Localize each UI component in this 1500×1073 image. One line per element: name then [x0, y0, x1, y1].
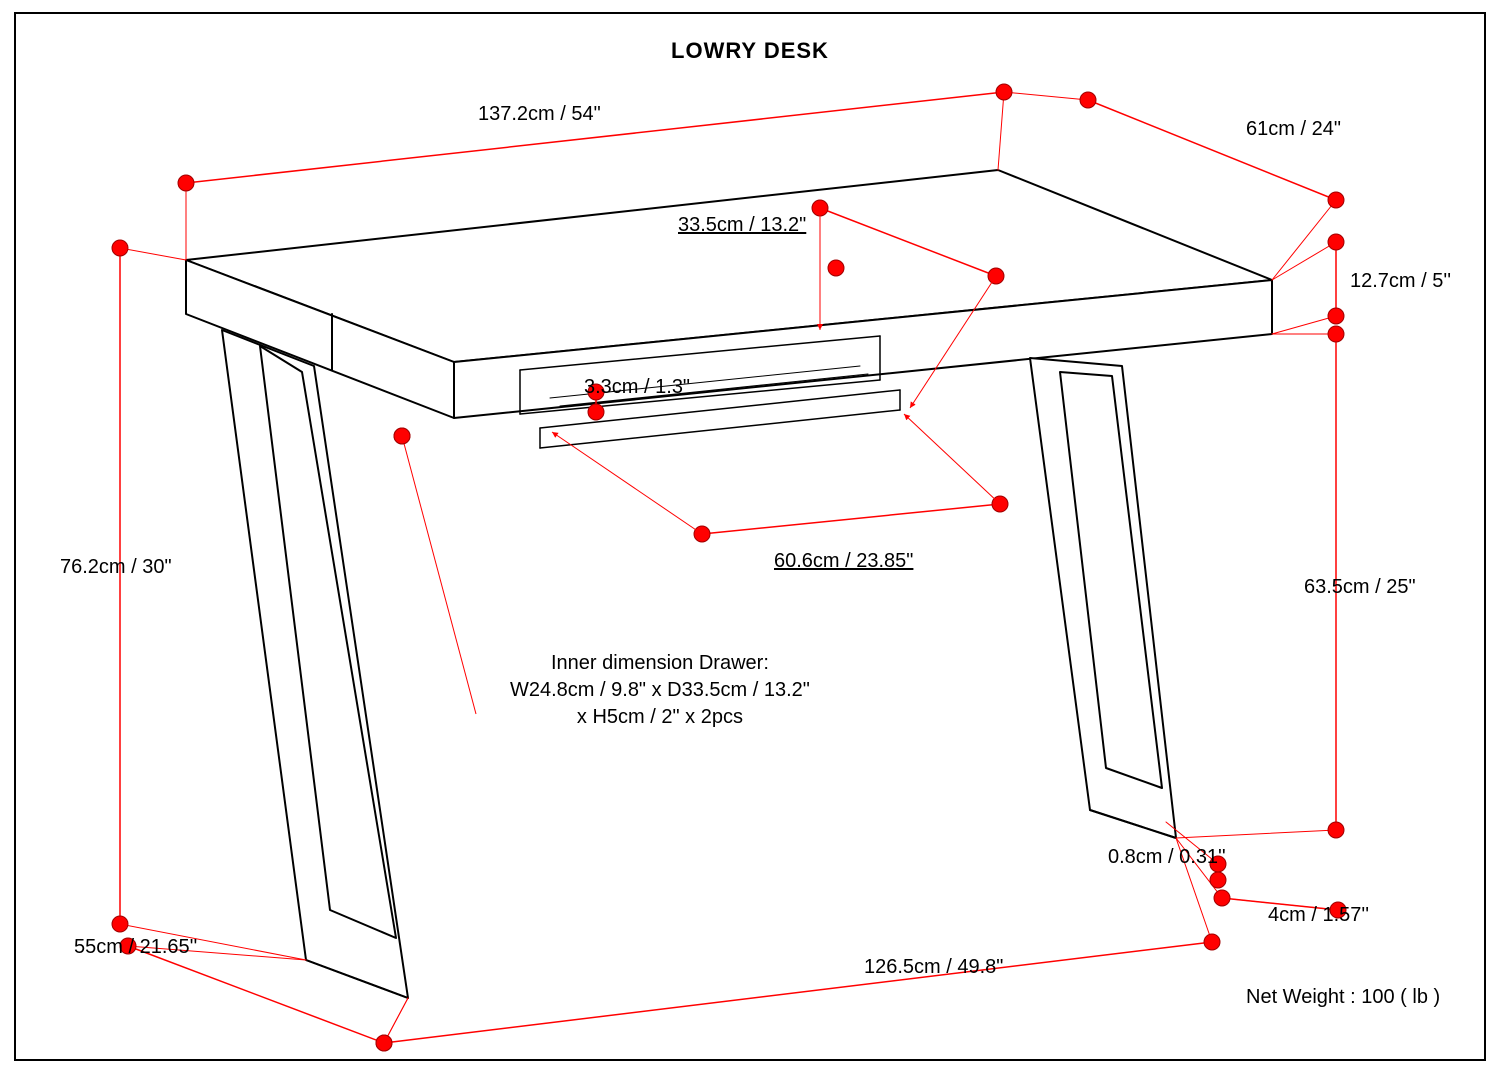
dim-label-tray_t: 3.3cm / 1.3" [584, 376, 690, 399]
dim-label-leg_t: 0.8cm / 0.31'' [1108, 846, 1226, 869]
diagram-page: LOWRY DESK 137.2cm / 54"61cm / 24"12.7cm… [0, 0, 1500, 1073]
dim-label-width_btm: 126.5cm / 49.8" [864, 956, 1003, 979]
dim-label-top_depth: 61cm / 24" [1246, 118, 1341, 141]
dim-label-height_left: 76.2cm / 30" [60, 556, 172, 579]
dim-label-leg_w: 4cm / 1.57'' [1268, 904, 1369, 927]
dim-label-top_width: 137.2cm / 54" [478, 103, 601, 126]
dim-label-tray_w: 60.6cm / 23.85" [774, 550, 913, 573]
dim-label-apron_h: 12.7cm / 5'' [1350, 270, 1451, 293]
dim-label-tray_d: 33.5cm / 13.2" [678, 214, 806, 237]
drawer-inner-dim-note: Inner dimension Drawer:W24.8cm / 9.8" x … [510, 650, 810, 731]
net-weight: Net Weight : 100 ( lb ) [1246, 986, 1440, 1009]
dim-label-depth_btm: 55cm / 21.65'' [74, 936, 197, 959]
dim-label-leg_h_right: 63.5cm / 25" [1304, 576, 1416, 599]
